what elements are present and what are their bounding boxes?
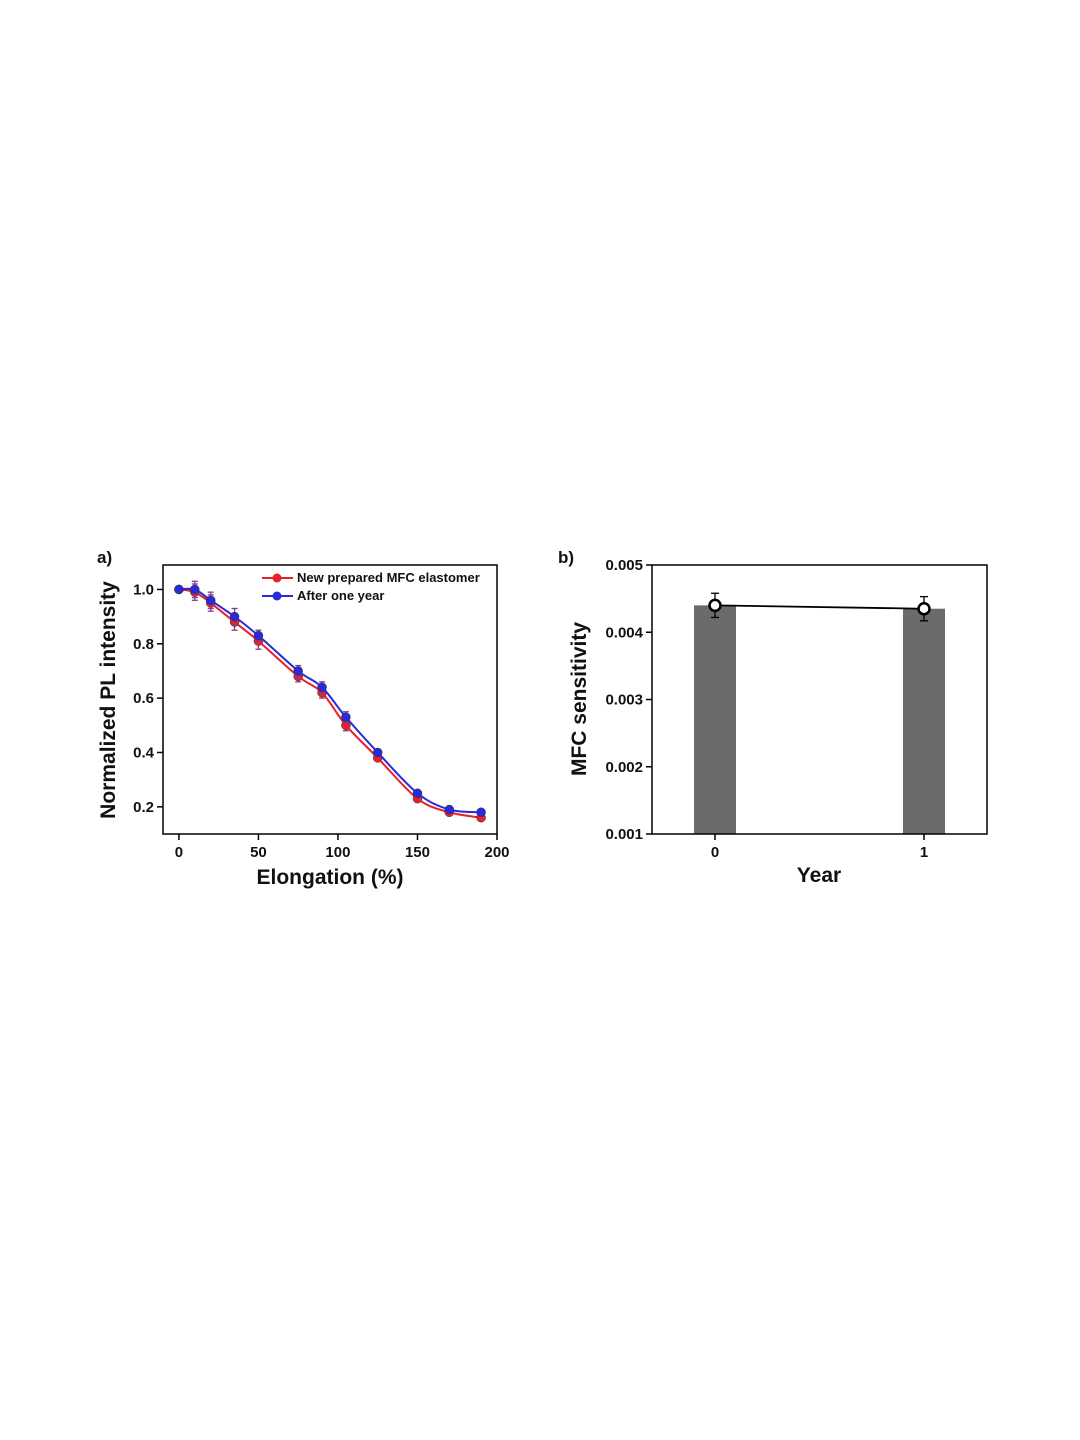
data-point [444,804,455,815]
data-point [917,601,931,616]
data-point [190,584,200,595]
x-tick-label: 150 [405,844,430,861]
y-tick-label: 0.8 [133,636,154,653]
y-tick-label: 1.0 [133,581,154,598]
panel-b-label: b) [558,548,574,567]
y-tick-label: 0.005 [605,557,643,574]
panel-a-ylabel: Normalized PL intensity [97,581,120,819]
panel-b-xlabel: Year [797,864,841,887]
y-tick-label: 0.001 [605,826,643,843]
panel-a-legend: New prepared MFC elastomer After one yea… [262,570,480,603]
data-point [372,747,383,758]
panel-a-plot: 0 50 100 150 200 0.2 0.4 0.6 0.8 1.0 [133,580,510,861]
series-line-1 [178,587,482,814]
data-point [341,712,351,722]
data-point [412,788,423,798]
bar-year-0 [694,605,736,834]
bar-year-1 [903,608,945,834]
data-point [317,682,327,693]
x-tick-label: 1 [920,844,928,861]
panel-a-xlabel: Elongation (%) [257,866,404,889]
x-tick-label: 0 [175,844,183,861]
y-tick-label: 0.6 [133,690,154,707]
y-tick-label: 0.003 [605,692,643,709]
data-point [476,807,486,818]
panel-b-frame [651,564,988,835]
data-point [708,598,722,613]
panel-a: a) 0 50 100 150 200 0.2 0.4 0.6 0.8 1.0 Elongatio… [97,548,510,889]
panel-b-ylabel: MFC sensitivity [568,622,591,776]
legend-label-year: After one year [297,588,384,603]
x-tick-label: 0 [711,844,719,861]
y-tick-label: 0.002 [605,759,643,776]
x-tick-label: 200 [484,844,509,861]
panel-b: b) 0.001 0.002 0.003 0.004 0.005 0 1 Year MFC … [558,548,988,887]
data-point [174,584,184,595]
panel-b-plot: 0.001 0.002 0.003 0.004 0.005 0 1 [605,557,945,861]
legend-label-new: New prepared MFC elastomer [297,570,480,585]
legend-marker-new [272,573,282,583]
x-tick-label: 100 [325,844,350,861]
panel-a-frame [162,564,498,835]
data-point [229,611,240,622]
panel-a-label: a) [97,548,112,567]
data-point [293,666,303,676]
x-tick-label: 50 [250,844,267,861]
connecting-line [714,604,925,610]
data-point [253,630,264,641]
y-tick-label: 0.004 [605,624,643,641]
legend-marker-year [272,591,282,601]
series-line-0 [178,588,482,819]
y-tick-label: 0.4 [133,744,155,761]
data-point [205,595,216,606]
y-tick-label: 0.2 [133,799,154,816]
